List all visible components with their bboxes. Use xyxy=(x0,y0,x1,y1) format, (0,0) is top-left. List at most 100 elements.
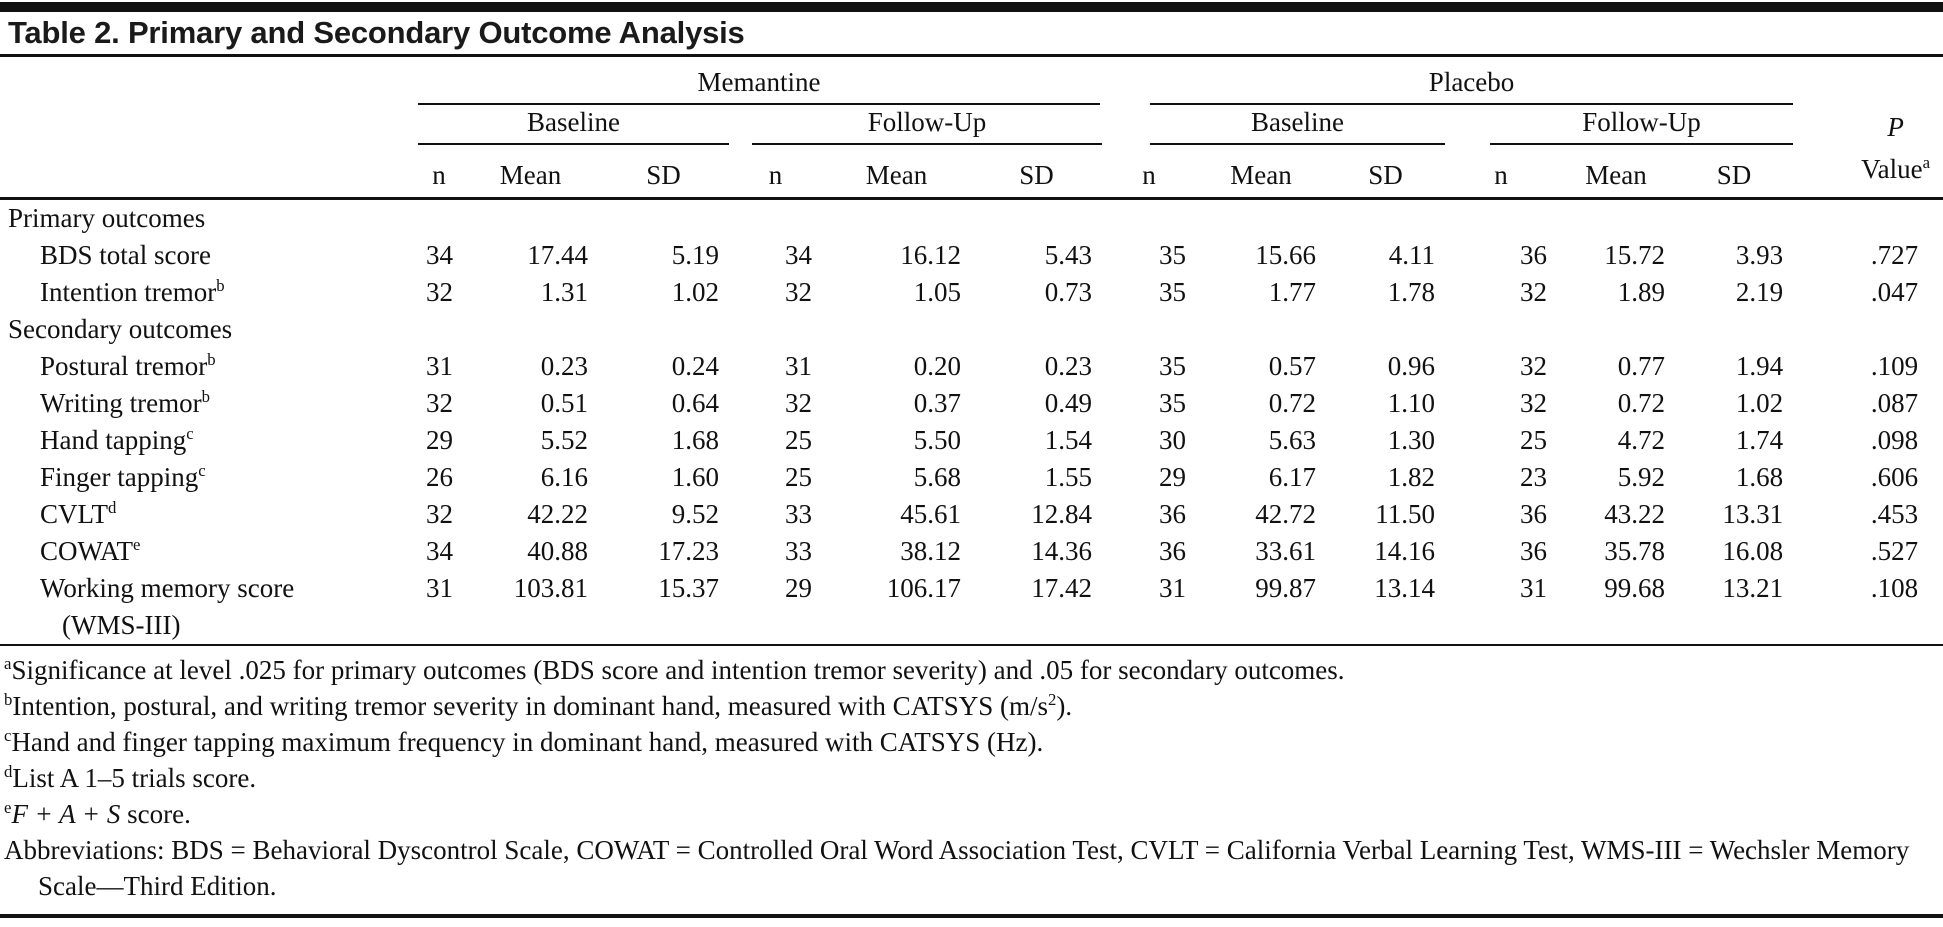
value-cell: 1.94 xyxy=(1735,351,1784,381)
value-cell: 5.52 xyxy=(540,425,588,455)
value-cell: 1.68 xyxy=(671,425,719,455)
value-cell: 25 xyxy=(785,425,812,455)
value-cell: 99.87 xyxy=(1255,573,1316,603)
value-cell: 0.57 xyxy=(1268,351,1316,381)
value-cell: 1.02 xyxy=(671,277,719,307)
table-row: Intention tremorb 32 1.31 1.02 32 1.05 0.73 35 1… xyxy=(0,274,1943,311)
value-cell: 16.08 xyxy=(1722,536,1784,566)
value-cell: 32 xyxy=(1520,388,1547,418)
value-cell: 34 xyxy=(785,240,812,270)
value-cell: 35 xyxy=(1159,351,1186,381)
table-title: Table 2. Primary and Secondary Outcome A… xyxy=(8,15,745,50)
footnote-e: eF + A + S score. xyxy=(4,798,191,829)
value-cell: 15.37 xyxy=(658,573,719,603)
stat-header-sd: SD xyxy=(971,145,1102,200)
value-cell: 32 xyxy=(1520,351,1547,381)
value-cell: 32 xyxy=(426,388,453,418)
table-row: Hand tappingc 29 5.52 1.68 25 5.50 1.54 30 5.63 1… xyxy=(0,422,1943,459)
value-cell: 25 xyxy=(1520,425,1547,455)
value-cell: 13.14 xyxy=(1374,573,1435,603)
value-cell: 0.64 xyxy=(671,388,719,418)
footnotes: aSignificance at level .025 for primary … xyxy=(0,646,1943,904)
value-cell: 16.12 xyxy=(900,240,961,270)
footnote-marker: d xyxy=(108,498,117,517)
stat-header-n: n xyxy=(1445,145,1557,200)
subheader-memantine-followup: Follow-Up xyxy=(729,105,1102,145)
table-row: COWATe 34 40.88 17.23 33 38.12 14.36 36 33.61 14.… xyxy=(0,533,1943,570)
value-cell: 26 xyxy=(426,462,453,492)
stat-header-sd: SD xyxy=(1326,145,1445,200)
group-header-memantine: Memantine xyxy=(415,57,1102,105)
value-cell: 1.10 xyxy=(1387,388,1435,418)
value-cell: 32 xyxy=(426,277,453,307)
footnote-marker: e xyxy=(133,535,141,554)
row-label: Intention tremorb xyxy=(40,276,225,307)
title-rule xyxy=(0,54,1943,57)
value-cell: 1.77 xyxy=(1268,277,1316,307)
value-cell: 1.82 xyxy=(1387,462,1435,492)
stat-header-mean: Mean xyxy=(822,145,971,200)
table-header: Memantine Placebo Baseline Follow-Up Bas… xyxy=(0,57,1943,200)
header-spacer xyxy=(1793,57,1943,105)
group-header-row: Memantine Placebo xyxy=(0,57,1943,105)
row-label-line2: (WMS-III) xyxy=(62,610,181,640)
footnote-marker: b xyxy=(201,387,210,406)
section-label: Primary outcomes xyxy=(8,203,206,233)
value-cell: 33 xyxy=(785,536,812,566)
value-cell: 29 xyxy=(426,425,453,455)
footnote-d: dList A 1–5 trials score. xyxy=(4,762,257,793)
value-cell: 5.63 xyxy=(1268,425,1316,455)
stat-header-sd: SD xyxy=(598,145,729,200)
stat-header-mean: Mean xyxy=(1557,145,1675,200)
value-cell: 40.88 xyxy=(527,536,588,566)
p-value-cell: .047 xyxy=(1870,277,1919,307)
value-cell: 5.19 xyxy=(671,240,719,270)
value-cell: 32 xyxy=(785,388,812,418)
value-cell: 5.68 xyxy=(913,462,961,492)
table-row: Postural tremorb 31 0.23 0.24 31 0.20 0.23 35 0.… xyxy=(0,348,1943,385)
p-value-cell: .087 xyxy=(1870,388,1919,418)
value-cell: 29 xyxy=(785,573,812,603)
value-cell: 36 xyxy=(1159,499,1186,529)
value-cell: 0.49 xyxy=(1044,388,1092,418)
value-cell: 35 xyxy=(1159,277,1186,307)
value-cell: 31 xyxy=(1520,573,1547,603)
value-cell: 1.55 xyxy=(1044,462,1092,492)
subgroup-header-row: Baseline Follow-Up Baseline Follow-Up P … xyxy=(0,105,1943,200)
row-label: Writing tremorb xyxy=(40,387,210,418)
value-cell: 0.37 xyxy=(913,388,961,418)
value-cell: 4.72 xyxy=(1617,425,1665,455)
value-cell: 0.72 xyxy=(1268,388,1316,418)
footnote-marker: c xyxy=(198,461,206,480)
p-value-cell: .108 xyxy=(1870,573,1919,603)
value-cell: 1.74 xyxy=(1735,425,1784,455)
value-cell: 30 xyxy=(1159,425,1186,455)
value-cell: 13.21 xyxy=(1722,573,1784,603)
table-row: Finger tappingc 26 6.16 1.60 25 5.68 1.55 29 6.1… xyxy=(0,459,1943,496)
value-cell: 45.61 xyxy=(900,499,961,529)
row-label: Working memory score (WMS-III) xyxy=(0,570,415,645)
abbreviations: Abbreviations: BDS = Behavioral Dyscontr… xyxy=(4,835,1910,901)
value-cell: 103.81 xyxy=(513,573,588,603)
subheader-memantine-baseline: Baseline xyxy=(415,105,729,145)
value-cell: 13.31 xyxy=(1722,499,1784,529)
stat-header-n: n xyxy=(1102,145,1196,200)
group-header-placebo: Placebo xyxy=(1102,57,1794,105)
value-cell: 0.96 xyxy=(1387,351,1435,381)
value-cell: 15.72 xyxy=(1604,240,1665,270)
stat-header-mean: Mean xyxy=(1196,145,1326,200)
header-spacer xyxy=(0,105,415,145)
subheader-placebo-baseline: Baseline xyxy=(1102,105,1445,145)
value-cell: 0.77 xyxy=(1617,351,1665,381)
section-row: Secondary outcomes xyxy=(0,311,1943,348)
row-label: Postural tremorb xyxy=(40,350,216,381)
value-cell: 42.22 xyxy=(527,499,588,529)
value-cell: 1.89 xyxy=(1617,277,1665,307)
value-cell: 32 xyxy=(1520,277,1547,307)
p-value-cell: .098 xyxy=(1870,425,1919,455)
value-cell: 35.78 xyxy=(1604,536,1665,566)
section-row: Primary outcomes xyxy=(0,199,1943,238)
footnote-marker: b xyxy=(207,350,216,369)
value-cell: 34 xyxy=(426,240,453,270)
footnote-marker: b xyxy=(216,276,225,295)
